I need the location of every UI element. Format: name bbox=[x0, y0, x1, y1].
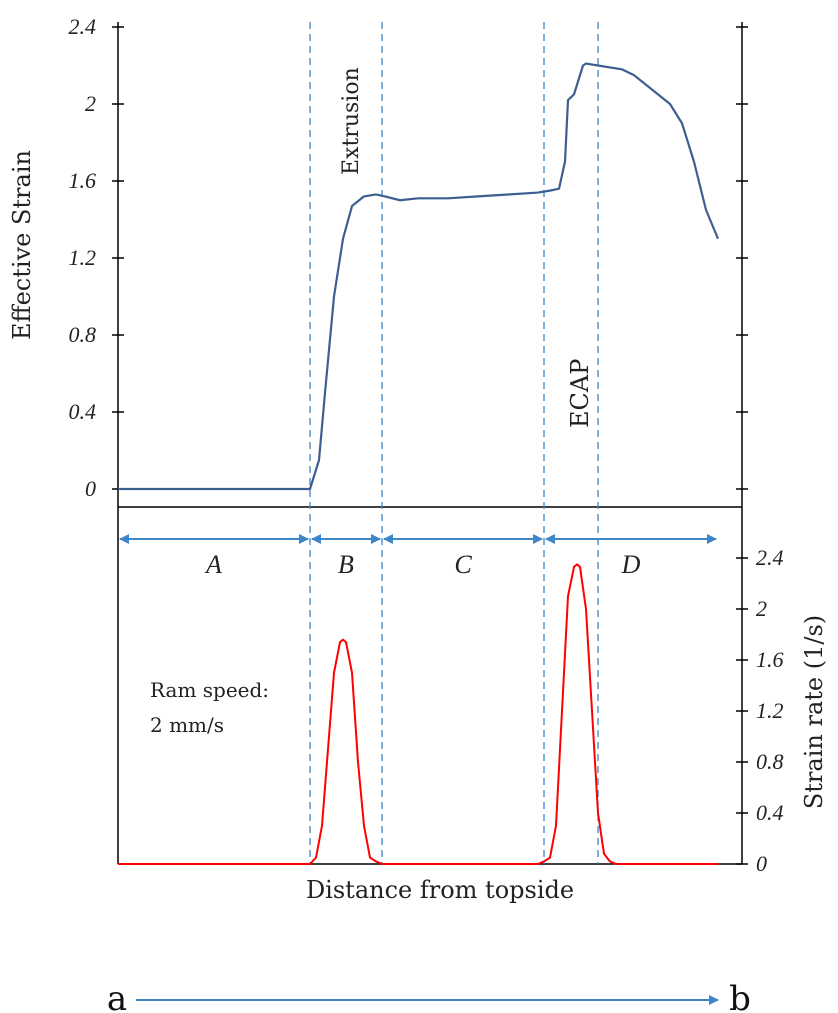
bottom-y-tick-label: 0.8 bbox=[756, 749, 784, 774]
bottom-y-tick-label: 1.2 bbox=[756, 698, 784, 723]
bottom-y-tick-label: 0.4 bbox=[756, 800, 784, 825]
region-boundary-lines bbox=[309, 22, 599, 864]
top-y-tick-label: 2 bbox=[85, 91, 96, 116]
top-y-tick-label: 1.6 bbox=[69, 168, 97, 193]
ram-speed-value: 2 mm/s bbox=[150, 713, 224, 737]
chart-frame bbox=[117, 22, 743, 865]
bottom-y-tick-label: 0 bbox=[756, 851, 767, 876]
y-axis-title-effective-strain: Effective Strain bbox=[8, 150, 36, 340]
annotation-extrusion: Extrusion bbox=[339, 67, 364, 175]
arrow-end-label: b bbox=[729, 979, 751, 1013]
annotation-ecap: ECAP bbox=[566, 359, 594, 428]
y-axis-title-strain-rate: Strain rate (1/s) bbox=[800, 615, 828, 809]
region-arrows: A B C D bbox=[119, 534, 719, 1005]
region-label-d: D bbox=[621, 550, 641, 579]
series-lines bbox=[118, 62, 720, 865]
top-y-tick-label: 1.2 bbox=[69, 245, 97, 270]
axis-ticks: 0 0.4 0.8 1.2 1.6 2 2.4 0 0.4 0.8 1.2 1.6 2 2.4 bbox=[69, 14, 784, 876]
top-y-tick-label: 0.8 bbox=[69, 322, 97, 347]
strain-rate-line bbox=[118, 563, 718, 865]
bottom-y-tick-label: 2 bbox=[756, 596, 767, 621]
x-axis-title: Distance from topside bbox=[306, 876, 574, 904]
effective-strain-line bbox=[118, 62, 720, 491]
top-y-tick-label: 0.4 bbox=[69, 399, 97, 424]
region-label-b: B bbox=[338, 550, 354, 579]
region-label-c: C bbox=[454, 550, 472, 579]
top-y-tick-label: 2.4 bbox=[69, 14, 97, 39]
arrow-start-label: a bbox=[107, 979, 127, 1013]
ram-speed-label: Ram speed: bbox=[150, 678, 269, 702]
top-y-tick-label: 0 bbox=[85, 476, 96, 501]
bottom-y-tick-label: 1.6 bbox=[756, 647, 784, 672]
region-label-a: A bbox=[204, 550, 222, 579]
bottom-y-tick-label: 2.4 bbox=[756, 545, 784, 570]
